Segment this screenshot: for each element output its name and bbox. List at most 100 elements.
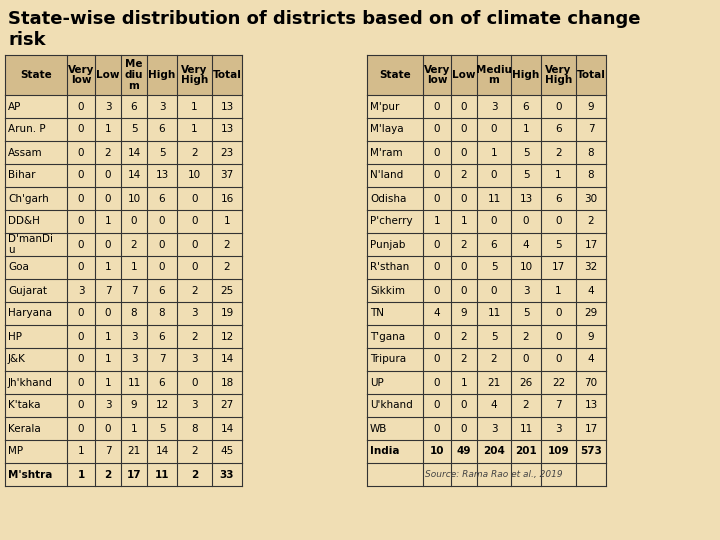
Text: 3: 3 [131, 354, 138, 364]
Text: 573: 573 [580, 447, 602, 456]
Text: 3: 3 [131, 332, 138, 341]
Text: 0: 0 [461, 102, 467, 111]
Text: 2: 2 [491, 354, 498, 364]
Text: 0: 0 [104, 423, 112, 434]
Text: 0: 0 [104, 171, 112, 180]
Text: 2: 2 [192, 332, 198, 341]
Bar [5, 394, 242, 417]
Text: 7: 7 [158, 354, 166, 364]
Text: 0: 0 [433, 171, 440, 180]
Text: 14: 14 [220, 354, 233, 364]
Text: 5: 5 [131, 125, 138, 134]
Text: 2: 2 [523, 401, 529, 410]
Text: M'pur: M'pur [370, 102, 400, 111]
Text: 0: 0 [78, 171, 84, 180]
Text: 1: 1 [77, 469, 85, 480]
Text: 0: 0 [104, 240, 112, 249]
Text: 14: 14 [156, 447, 168, 456]
Bar [367, 417, 606, 440]
Text: U'khand: U'khand [370, 401, 413, 410]
Bar [5, 164, 242, 187]
Text: 22: 22 [552, 377, 565, 388]
Text: 32: 32 [585, 262, 598, 273]
Bar [5, 233, 242, 256]
Text: 0: 0 [433, 401, 440, 410]
Text: 7: 7 [131, 286, 138, 295]
Text: Kerala: Kerala [8, 423, 41, 434]
Text: TN: TN [370, 308, 384, 319]
Text: M'laya: M'laya [370, 125, 404, 134]
Text: 0: 0 [78, 193, 84, 204]
Text: 5: 5 [491, 262, 498, 273]
Text: 0: 0 [131, 217, 138, 226]
Text: HP: HP [8, 332, 22, 341]
Bar [367, 302, 606, 325]
Bar [5, 210, 242, 233]
Text: 30: 30 [585, 193, 598, 204]
Text: 0: 0 [104, 308, 112, 319]
Bar [5, 440, 242, 463]
Text: 0: 0 [78, 332, 84, 341]
Text: 27: 27 [220, 401, 233, 410]
Text: 1: 1 [104, 262, 112, 273]
Text: 0: 0 [555, 354, 562, 364]
Text: 0: 0 [491, 217, 498, 226]
Text: 13: 13 [519, 193, 533, 204]
Text: 1: 1 [224, 217, 230, 226]
Text: Odisha: Odisha [370, 193, 406, 204]
Text: 17: 17 [585, 240, 598, 249]
Text: 7: 7 [555, 401, 562, 410]
Text: 6: 6 [158, 286, 166, 295]
Text: 0: 0 [104, 193, 112, 204]
Bar [367, 233, 606, 256]
Text: 0: 0 [192, 240, 198, 249]
Text: 0: 0 [433, 240, 440, 249]
Text: 37: 37 [220, 171, 233, 180]
Text: 3: 3 [555, 423, 562, 434]
Bar [367, 95, 606, 118]
Text: 0: 0 [523, 354, 529, 364]
Text: 12: 12 [220, 332, 233, 341]
Text: 0: 0 [433, 332, 440, 341]
Bar [5, 141, 242, 164]
Text: 3: 3 [491, 102, 498, 111]
Text: 1: 1 [192, 102, 198, 111]
Bar [367, 141, 606, 164]
Text: 12: 12 [156, 401, 168, 410]
Text: 201: 201 [515, 447, 537, 456]
Text: 0: 0 [78, 377, 84, 388]
Text: 9: 9 [131, 401, 138, 410]
Text: 11: 11 [155, 469, 169, 480]
Bar [367, 463, 606, 486]
Text: 1: 1 [104, 377, 112, 388]
Text: 0: 0 [78, 354, 84, 364]
Text: 3: 3 [158, 102, 166, 111]
Text: P'cherry: P'cherry [370, 217, 413, 226]
Text: 10: 10 [127, 193, 140, 204]
Bar [367, 440, 606, 463]
Text: J&K: J&K [8, 354, 26, 364]
Text: 1: 1 [461, 377, 467, 388]
Text: 2: 2 [461, 332, 467, 341]
Text: N'land: N'land [370, 171, 403, 180]
Text: 7: 7 [588, 125, 594, 134]
Text: D'manDi
u: D'manDi u [8, 234, 53, 255]
Text: Tripura: Tripura [370, 354, 406, 364]
Bar [367, 279, 606, 302]
Text: 1: 1 [523, 125, 529, 134]
Text: 45: 45 [220, 447, 233, 456]
Text: 2: 2 [131, 240, 138, 249]
Text: 5: 5 [555, 240, 562, 249]
Text: 17: 17 [127, 469, 141, 480]
Text: 13: 13 [220, 125, 233, 134]
Text: 3: 3 [104, 401, 112, 410]
Bar [5, 371, 242, 394]
Text: 10: 10 [188, 171, 201, 180]
Text: 0: 0 [461, 423, 467, 434]
Text: 1: 1 [555, 171, 562, 180]
Text: MP: MP [8, 447, 23, 456]
Text: 6: 6 [158, 332, 166, 341]
Text: 14: 14 [127, 171, 140, 180]
Text: 1: 1 [104, 125, 112, 134]
Text: 0: 0 [78, 262, 84, 273]
